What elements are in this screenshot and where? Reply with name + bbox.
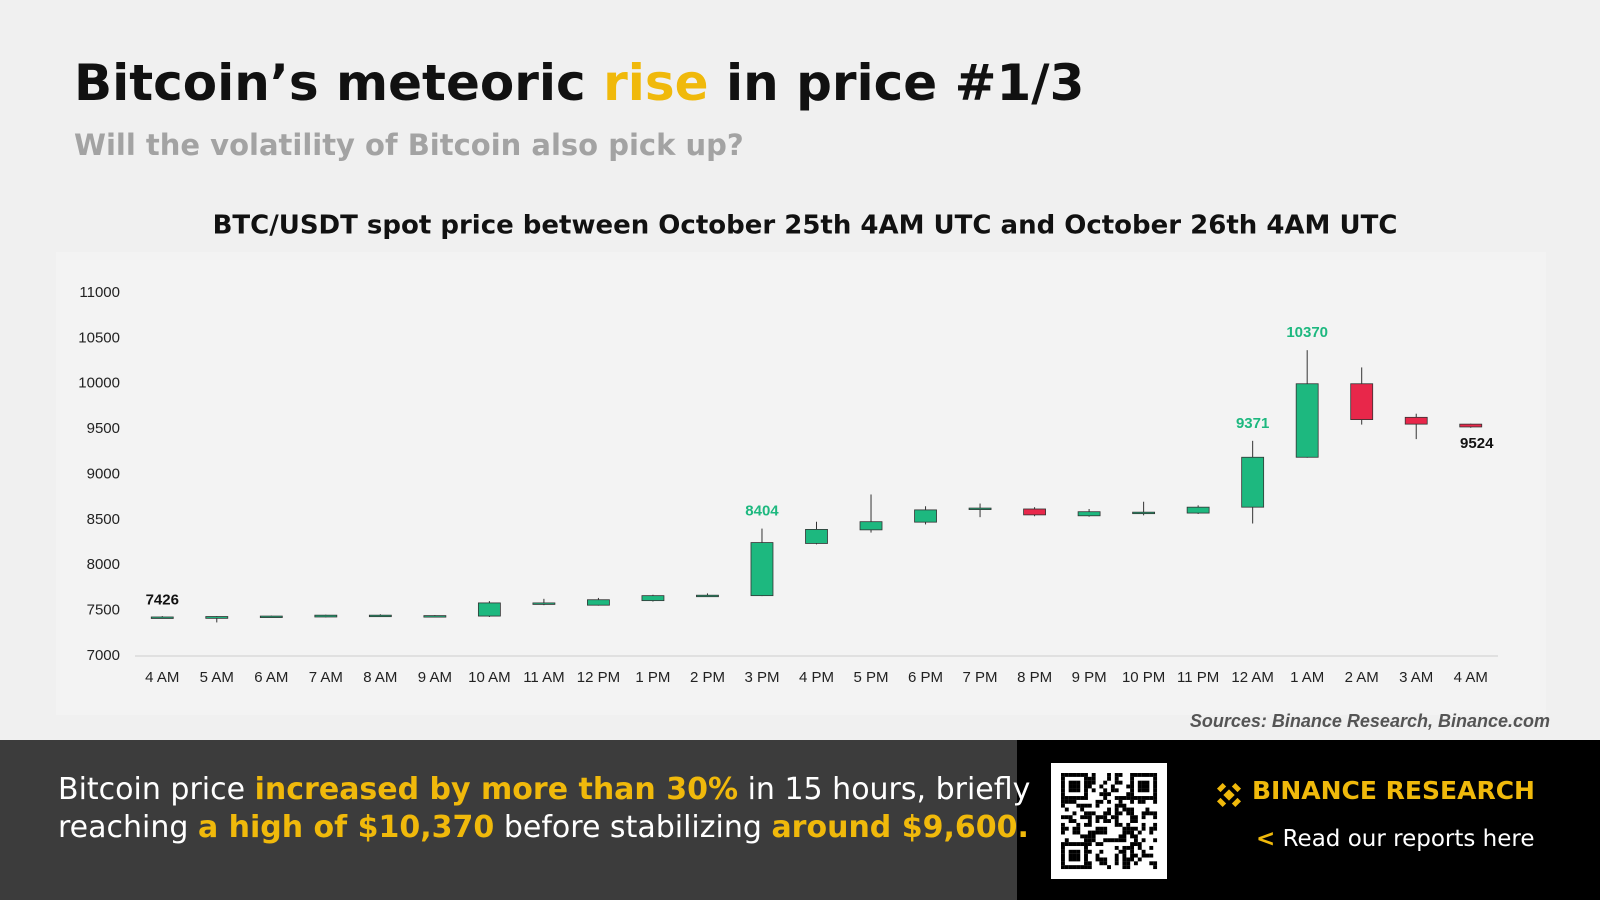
candle-body xyxy=(1404,416,1428,425)
candle-body xyxy=(968,507,992,510)
x-tick-label: 4 AM xyxy=(1454,669,1488,686)
x-tick-label: 7 AM xyxy=(309,669,343,686)
x-tick-label: 10 AM xyxy=(468,669,511,686)
page-subtitle: Will the volatility of Bitcoin also pick… xyxy=(74,128,744,162)
y-tick-label: 9500 xyxy=(87,420,120,437)
y-tick-label: 8000 xyxy=(87,556,120,573)
reports-link-text[interactable]: Read our reports here xyxy=(1282,826,1535,852)
x-tick-label: 8 AM xyxy=(363,669,397,686)
candle-body xyxy=(805,529,828,544)
title-part: rise xyxy=(603,54,709,112)
value-label: 8404 xyxy=(745,503,779,520)
source: Sources: Binance Research, Binance.com xyxy=(1190,711,1550,731)
x-tick-label: 5 PM xyxy=(854,669,889,686)
x-tick-label: 3 AM xyxy=(1399,669,1433,686)
y-tick-label: 7500 xyxy=(87,602,120,619)
y-tick-label: 10500 xyxy=(78,329,120,346)
x-tick-label: 2 PM xyxy=(690,669,725,686)
candle-body xyxy=(914,509,937,523)
page-title: Bitcoin’s meteoric rise in price #1/3 xyxy=(74,54,1084,112)
reports-link[interactable]: < Read our reports here xyxy=(1256,826,1535,852)
x-tick-label: 1 PM xyxy=(635,669,670,686)
candle-body xyxy=(314,614,338,618)
x-tick-label: 9 AM xyxy=(418,669,452,686)
chart-title: BTC/USDT spot price between October 25th… xyxy=(213,211,1398,241)
x-tick-label: 1 AM xyxy=(1290,669,1324,686)
candle-body xyxy=(532,602,556,605)
x-tick-label: 5 AM xyxy=(200,669,234,686)
x-tick-label: 4 PM xyxy=(799,669,834,686)
summary-part: reaching xyxy=(58,810,198,845)
chart-panel xyxy=(56,252,1546,715)
x-tick-label: 12 AM xyxy=(1231,669,1274,686)
candle-body xyxy=(641,595,665,602)
x-tick-label: 7 PM xyxy=(963,669,998,686)
x-tick-label: 6 AM xyxy=(254,669,288,686)
candle-body xyxy=(1295,383,1319,458)
chart: BTC/USDT spot price between October 25th… xyxy=(56,210,1550,731)
y-tick-label: 10000 xyxy=(78,375,120,392)
x-tick-label: 2 AM xyxy=(1345,669,1379,686)
summary-part: Bitcoin price xyxy=(58,772,255,807)
value-label: 7426 xyxy=(146,591,179,608)
brand-logo xyxy=(1216,782,1242,808)
candle-body xyxy=(1459,423,1483,428)
summary-part: a high of $10,370 xyxy=(197,810,495,845)
summary-line: Bitcoin price increased by more than 30%… xyxy=(58,772,1030,807)
x-tick-label: 4 AM xyxy=(145,669,179,686)
candle-body xyxy=(696,594,719,598)
x-tick-label: 11 PM xyxy=(1177,669,1219,686)
x-tick-label: 9 PM xyxy=(1072,669,1107,686)
candle-body xyxy=(1132,511,1156,515)
x-tick-label: 6 PM xyxy=(908,669,943,686)
candle-body xyxy=(1077,511,1101,517)
title-part: Bitcoin’s meteoric xyxy=(74,54,604,112)
brand-name: BINANCE RESEARCH xyxy=(1252,776,1535,805)
value-label: 9371 xyxy=(1236,415,1269,432)
candle-body xyxy=(1350,383,1374,420)
y-tick-label: 9000 xyxy=(87,465,120,482)
candle-body xyxy=(423,615,447,618)
candle-body xyxy=(150,616,174,619)
summary-part: before stabilizing xyxy=(494,810,772,845)
candle-body xyxy=(205,616,229,619)
candle-body xyxy=(259,615,283,618)
x-tick-label: 8 PM xyxy=(1017,669,1052,686)
summary-panel xyxy=(0,740,1017,900)
candle-body xyxy=(750,542,774,597)
x-tick-label: 10 PM xyxy=(1122,669,1165,686)
summary-line: reaching a high of $10,370 before stabil… xyxy=(58,810,1029,845)
qr-code[interactable] xyxy=(1051,763,1167,879)
candle-body xyxy=(587,599,610,606)
summary-part: in 15 hours, briefly xyxy=(738,772,1031,807)
summary-part: around $9,600. xyxy=(771,810,1029,845)
candle-body xyxy=(859,521,883,531)
value-label: 9524 xyxy=(1460,435,1494,452)
x-tick-label: 11 AM xyxy=(523,669,564,686)
candle-body xyxy=(1241,456,1265,508)
candle-body xyxy=(1023,508,1046,516)
candle-body xyxy=(368,614,392,618)
x-tick-label: 3 PM xyxy=(744,669,779,686)
y-tick-label: 7000 xyxy=(87,647,120,664)
candle-body xyxy=(477,602,501,617)
y-tick-label: 8500 xyxy=(87,511,120,528)
x-tick-label: 12 PM xyxy=(577,669,620,686)
candle-body xyxy=(1186,506,1210,514)
y-tick-label: 11000 xyxy=(79,284,120,301)
value-label: 10370 xyxy=(1286,324,1328,341)
title-part: in price #1/3 xyxy=(708,54,1085,112)
summary-part: increased by more than 30% xyxy=(254,772,739,807)
